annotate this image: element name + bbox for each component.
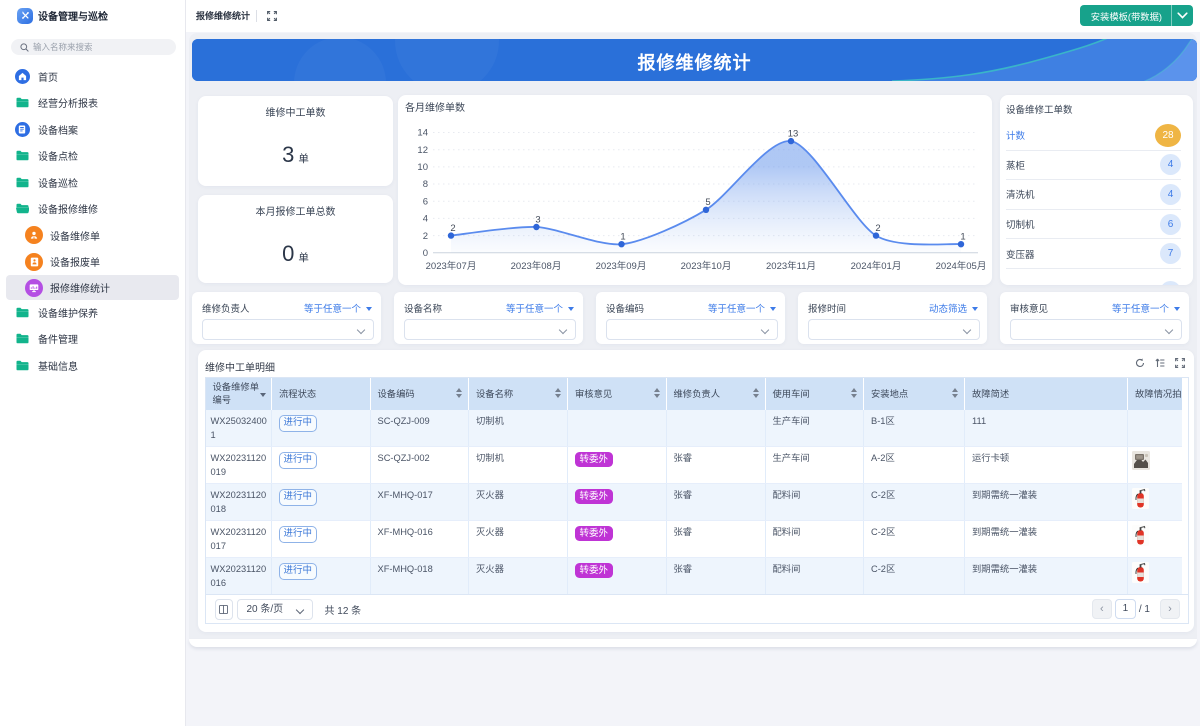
svg-text:2023年07月: 2023年07月 (426, 260, 477, 272)
svg-text:2023年11月: 2023年11月 (766, 260, 816, 272)
svg-text:3: 3 (535, 214, 540, 225)
svg-text:2024年01月: 2024年01月 (851, 260, 902, 272)
svg-text:1: 1 (960, 232, 965, 243)
svg-text:14: 14 (417, 128, 428, 139)
svg-text:1: 1 (620, 232, 625, 243)
svg-text:2024年05月: 2024年05月 (936, 260, 987, 272)
svg-text:2: 2 (450, 223, 455, 234)
svg-text:8: 8 (423, 179, 428, 190)
svg-text:6: 6 (423, 196, 428, 207)
svg-text:4: 4 (423, 214, 428, 225)
svg-text:5: 5 (705, 197, 710, 208)
svg-text:13: 13 (788, 129, 799, 140)
svg-text:2023年10月: 2023年10月 (681, 260, 732, 272)
svg-text:12: 12 (417, 145, 428, 156)
svg-text:2: 2 (875, 223, 880, 234)
svg-text:0: 0 (423, 248, 428, 259)
svg-text:2023年08月: 2023年08月 (511, 260, 562, 272)
svg-text:2: 2 (423, 231, 428, 242)
svg-text:2023年09月: 2023年09月 (596, 260, 647, 272)
svg-text:10: 10 (417, 162, 428, 173)
svg-text:各月维修单数: 各月维修单数 (405, 101, 465, 114)
